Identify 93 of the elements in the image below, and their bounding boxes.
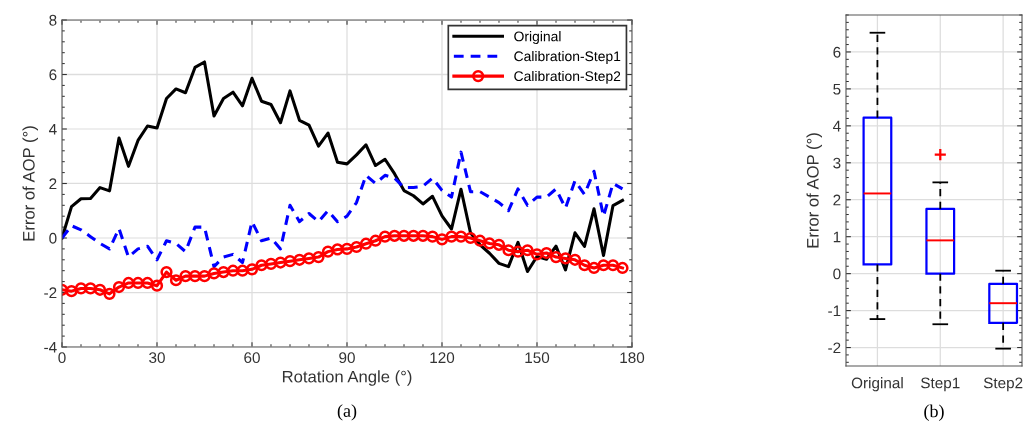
y-tick-label: 2 xyxy=(49,178,57,190)
y-tick-label: 0 xyxy=(49,232,57,244)
x-axis-title: Rotation Angle (°) xyxy=(282,370,412,386)
x-tick-label: 120 xyxy=(430,352,455,364)
point xyxy=(179,270,192,283)
y-axis-title: Error of AOP (°) xyxy=(806,133,822,248)
point xyxy=(616,261,629,275)
point xyxy=(540,246,553,260)
y-tick-label: 4 xyxy=(832,120,841,132)
point xyxy=(435,233,449,246)
point xyxy=(521,244,534,257)
point xyxy=(350,240,363,254)
y-tick-label: 6 xyxy=(833,46,841,58)
x-tick-label: 60 xyxy=(244,352,260,364)
point xyxy=(597,259,610,272)
point xyxy=(559,252,572,265)
point xyxy=(587,261,601,275)
text: (b) xyxy=(924,404,944,421)
point xyxy=(511,245,525,258)
legend-label: Calibration-Step2 xyxy=(514,70,621,84)
point xyxy=(283,255,297,268)
y-tick-label: -2 xyxy=(828,342,841,354)
y-tick-label: 1 xyxy=(833,231,841,243)
y-tick-label: 5 xyxy=(833,83,841,95)
point xyxy=(255,259,268,272)
legend-label: Original xyxy=(514,31,561,45)
point xyxy=(473,234,487,247)
point xyxy=(74,282,88,295)
point xyxy=(369,234,382,247)
point xyxy=(226,264,240,277)
point xyxy=(378,230,392,243)
point xyxy=(65,285,78,298)
point xyxy=(217,265,230,279)
point xyxy=(407,229,420,242)
point xyxy=(416,229,430,242)
point xyxy=(141,276,154,290)
x-tick-label: Step2 xyxy=(983,377,1023,392)
x-tick-label: Step1 xyxy=(921,377,960,392)
point xyxy=(207,267,221,280)
point xyxy=(492,238,506,251)
point xyxy=(454,230,468,243)
point xyxy=(578,259,591,272)
y-tick-label: -4 xyxy=(44,342,57,353)
point xyxy=(264,257,278,270)
point xyxy=(188,270,202,283)
point xyxy=(169,274,183,287)
point xyxy=(198,270,211,283)
point xyxy=(388,229,401,242)
x-tick-label: 90 xyxy=(339,352,355,364)
point xyxy=(502,244,515,257)
point xyxy=(530,248,544,261)
y-tick-label: 0 xyxy=(833,268,841,280)
point xyxy=(236,264,249,277)
y-axis-title: Error of AOP (°) xyxy=(22,126,38,241)
point xyxy=(606,259,620,272)
x-tick-label: 150 xyxy=(525,352,550,364)
y-tick-label: 2 xyxy=(833,194,841,206)
y-tick-label: 8 xyxy=(49,14,57,26)
point xyxy=(359,237,373,250)
point xyxy=(397,229,411,242)
legend-label: Calibration-Step1 xyxy=(514,51,621,64)
point xyxy=(84,282,97,295)
point xyxy=(445,230,458,243)
point xyxy=(312,250,325,264)
point xyxy=(321,245,335,258)
text: (a) xyxy=(337,404,357,421)
point xyxy=(340,242,354,256)
x-tick-label: 30 xyxy=(149,352,165,364)
point xyxy=(331,243,344,256)
y-tick-label: -1 xyxy=(828,305,841,317)
point xyxy=(274,256,287,269)
y-tick-label: 3 xyxy=(833,157,841,169)
x-tick-label: 180 xyxy=(620,352,645,364)
point xyxy=(122,276,135,290)
point xyxy=(112,280,126,294)
point xyxy=(150,279,164,292)
x-tick-label: 0 xyxy=(58,352,66,364)
point xyxy=(302,252,316,265)
y-tick-label: -2 xyxy=(44,287,57,299)
point xyxy=(464,231,477,245)
point xyxy=(131,276,145,290)
y-tick-label: 6 xyxy=(49,69,57,81)
point xyxy=(93,283,107,296)
point xyxy=(293,253,306,266)
y-tick-label: 4 xyxy=(48,124,57,135)
point xyxy=(483,237,496,250)
point xyxy=(160,265,173,279)
point xyxy=(103,287,116,300)
x-tick-label: Original xyxy=(851,377,903,392)
point xyxy=(549,250,563,264)
point xyxy=(426,230,439,243)
point xyxy=(568,253,582,266)
point xyxy=(245,263,259,276)
